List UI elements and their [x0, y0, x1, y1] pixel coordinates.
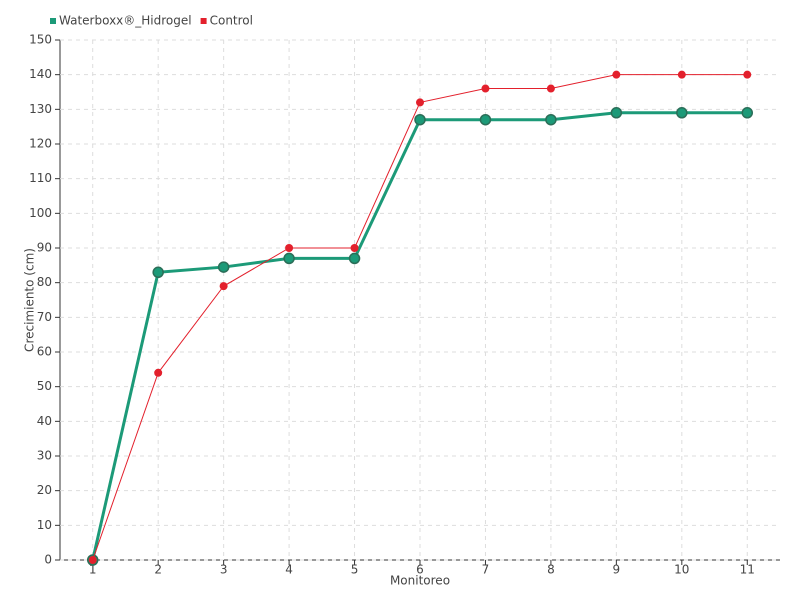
- y-tick-label: 150: [29, 33, 52, 47]
- legend-swatch: [50, 18, 56, 24]
- point: [154, 368, 163, 377]
- point: [350, 244, 359, 252]
- y-tick-label: 120: [29, 137, 52, 151]
- x-tick-label: 8: [547, 563, 555, 577]
- y-tick-label: 100: [29, 206, 52, 220]
- point: [741, 107, 754, 119]
- point: [545, 113, 557, 126]
- point: [610, 107, 623, 119]
- point: [677, 70, 686, 79]
- point: [283, 252, 295, 265]
- legend-label: Waterboxx®_Hidrogel: [59, 14, 192, 28]
- point: [217, 261, 230, 273]
- y-tick-label: 130: [29, 102, 52, 116]
- x-tick-label: 10: [674, 563, 689, 577]
- y-tick-label: 90: [37, 241, 52, 255]
- point: [414, 113, 426, 126]
- legend-swatch: [200, 18, 207, 24]
- point: [152, 266, 164, 279]
- point: [546, 84, 555, 93]
- x-tick-label: 6: [416, 563, 424, 577]
- y-tick-label: 10: [37, 518, 52, 532]
- y-axis-label: Crecimiento (cm): [23, 248, 37, 352]
- y-tick-label: 20: [37, 483, 52, 497]
- point: [479, 113, 492, 126]
- x-tick-label: 5: [351, 563, 359, 577]
- point: [88, 556, 97, 564]
- point: [348, 252, 361, 265]
- y-tick-label: 0: [44, 553, 52, 567]
- x-tick-label: 2: [154, 563, 162, 577]
- point: [612, 70, 621, 79]
- x-axis-label: Monitoreo: [390, 574, 450, 588]
- x-tick-label: 11: [740, 563, 755, 577]
- y-tick-label: 50: [37, 379, 52, 393]
- y-tick-label: 60: [37, 345, 52, 359]
- y-tick-label: 40: [37, 414, 52, 428]
- point: [676, 107, 688, 119]
- point: [285, 244, 294, 252]
- x-tick-label: 1: [89, 563, 97, 577]
- point: [416, 98, 424, 107]
- y-tick-label: 110: [29, 171, 52, 185]
- y-tick-label: 140: [29, 67, 52, 81]
- point: [743, 70, 752, 79]
- point: [219, 282, 228, 291]
- x-tick-label: 3: [220, 563, 228, 577]
- y-tick-label: 80: [37, 275, 52, 289]
- x-tick-label: 4: [285, 563, 293, 577]
- x-tick-label: 7: [482, 563, 490, 577]
- y-tick-label: 30: [37, 449, 52, 463]
- legend-label: Control: [210, 14, 253, 28]
- y-tick-label: 70: [37, 310, 52, 324]
- x-tick-label: 9: [613, 563, 621, 577]
- point: [481, 84, 490, 93]
